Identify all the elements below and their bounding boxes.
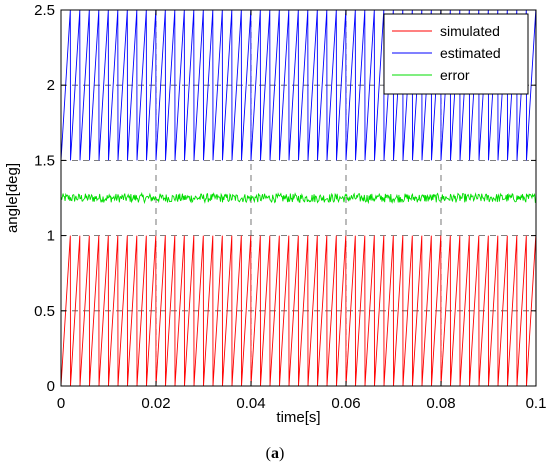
x-tick-label: 0.08 xyxy=(426,395,455,412)
series-line-error xyxy=(60,191,537,205)
caption-open: ( xyxy=(266,445,271,462)
plot-frame xyxy=(60,9,537,387)
axis-ticks xyxy=(60,9,537,387)
y-tick-label: 2 xyxy=(47,77,55,94)
y-tick-label: 1.5 xyxy=(34,152,55,169)
series-line-simulated xyxy=(60,235,537,387)
y-tick-label: 0.5 xyxy=(34,303,55,320)
legend-box xyxy=(383,13,529,95)
caption-letter: a xyxy=(271,445,279,462)
x-axis-label: time[s] xyxy=(276,409,320,426)
x-tick-label: 0.06 xyxy=(331,395,360,412)
x-tick-label: 0 xyxy=(57,395,65,412)
y-axis-label: angle[deg] xyxy=(4,163,21,233)
x-tick-label: 0.02 xyxy=(141,395,170,412)
legend-label-error: error xyxy=(440,67,470,83)
legend: simulated estimated error xyxy=(383,13,529,95)
x-tick-label: 0.1 xyxy=(526,395,547,412)
figure-caption: (a) xyxy=(266,445,285,462)
caption-close: ) xyxy=(279,445,284,462)
y-tick-label: 0 xyxy=(47,378,55,395)
legend-label-simulated: simulated xyxy=(440,23,500,39)
legend-label-estimated: estimated xyxy=(440,45,501,61)
x-tick-label: 0.04 xyxy=(236,395,265,412)
axis-tick-labels: 0 0.02 0.04 0.06 0.08 0.1 0 0.5 1 1.5 2 2.5 xyxy=(34,2,546,412)
y-tick-label: 2.5 xyxy=(34,2,55,19)
y-tick-label: 1 xyxy=(47,228,55,245)
